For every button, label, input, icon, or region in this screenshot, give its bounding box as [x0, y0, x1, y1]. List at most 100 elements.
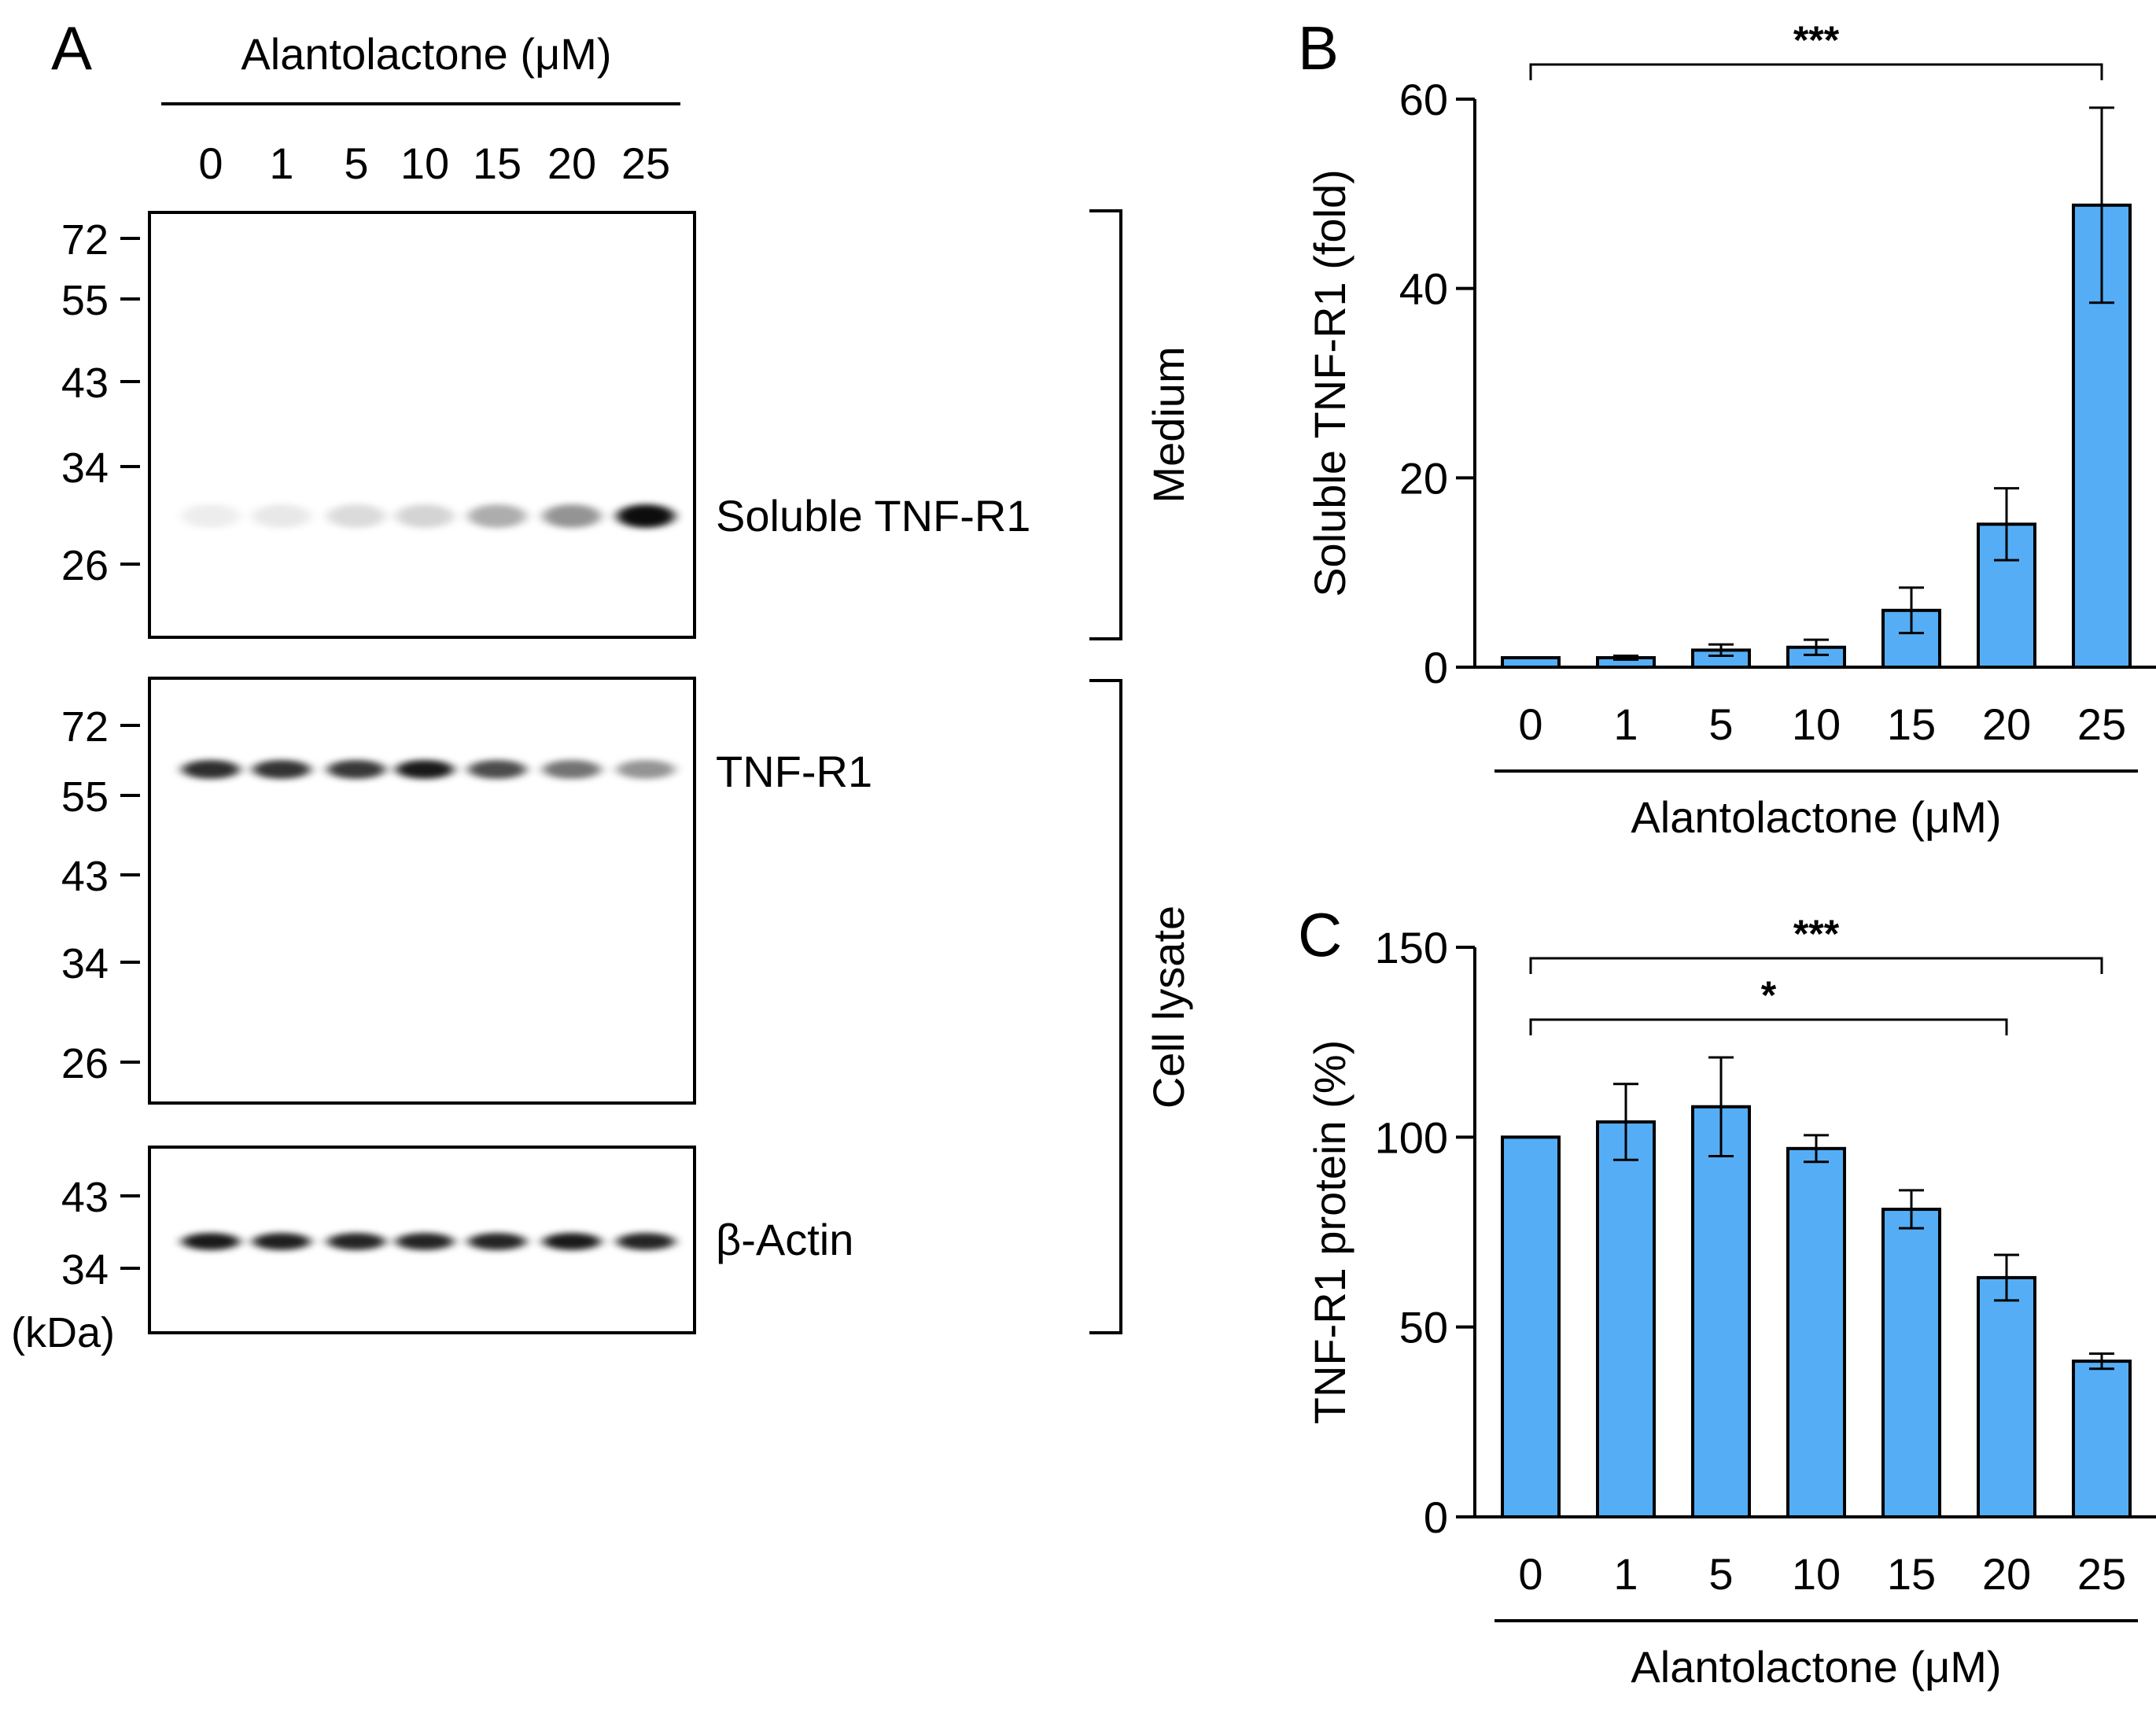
wb-lane-label: 1: [269, 138, 293, 188]
wb-marker-label: 34: [61, 940, 109, 987]
wb-treatment-label: Alantolactone (μM): [241, 29, 611, 79]
wb-marker-label: 26: [61, 1040, 109, 1087]
bar: [2072, 1360, 2132, 1519]
y-tick-label: 60: [1399, 75, 1448, 124]
kda-unit-label: (kDa): [11, 1309, 115, 1356]
wb-band: [252, 1233, 311, 1250]
significance-bracket: [1529, 957, 2103, 974]
x-tick-label: 10: [1792, 1549, 1841, 1599]
wb-marker-label: 72: [61, 703, 109, 751]
wb-marker-label: 55: [61, 277, 109, 324]
western-blot-panel: Alantolactone (μM) 0 1 5 10 15 20 25 725543342…: [11, 29, 1193, 1356]
bracket-medium: [1089, 209, 1122, 640]
x-tick-label: 10: [1792, 699, 1841, 749]
x-tick-label: 1: [1613, 699, 1638, 749]
fraction-label-medium: Medium: [1144, 346, 1193, 503]
wb-marker-label: 55: [61, 773, 109, 821]
wb-band: [543, 760, 601, 779]
y-tick-label: 150: [1375, 923, 1448, 972]
wb-band: [396, 1233, 454, 1250]
y-tick-label: 20: [1399, 453, 1448, 503]
x-axis-label: Alantolactone (μM): [1631, 1642, 2001, 1692]
wb-band: [396, 760, 454, 779]
x-axis-label: Alantolactone (μM): [1631, 792, 2001, 842]
wb-band: [182, 1233, 240, 1250]
wb-band: [543, 504, 601, 528]
wb-lane-label: 5: [344, 138, 368, 188]
wb-band: [327, 760, 385, 779]
wb-molecular-weight-markers: 72 55 43 34 26 72 55 43 34 26 43 34: [61, 216, 140, 1293]
x-tick-label: 15: [1887, 1549, 1936, 1599]
y-axis-label: Soluble TNF-R1 (fold): [1305, 169, 1354, 597]
wb-band: [252, 760, 311, 779]
wb-lane-label: 15: [473, 138, 521, 188]
wb-band: [617, 504, 675, 528]
blot-label-actin: β-Actin: [716, 1215, 853, 1264]
y-tick-label: 40: [1399, 264, 1448, 314]
wb-band: [468, 1233, 526, 1250]
wb-marker-label: 43: [61, 853, 109, 900]
wb-band: [617, 1233, 675, 1250]
blot-lysate-tnfr1: [148, 677, 696, 1105]
bar: [1596, 1120, 1656, 1518]
wb-marker-label: 72: [61, 216, 109, 264]
significance-label: *: [1761, 973, 1777, 1017]
bar: [1501, 1135, 1561, 1519]
wb-band: [468, 760, 526, 779]
y-tick-label: 50: [1399, 1303, 1448, 1352]
x-tick-label: 20: [1982, 1549, 2031, 1599]
bar: [1691, 1105, 1751, 1518]
wb-marker-label: 34: [61, 1246, 109, 1293]
bracket-cell-lysate: [1089, 679, 1122, 1334]
wb-band: [396, 504, 454, 528]
bar: [1501, 655, 1561, 670]
bar: [1977, 1275, 2036, 1519]
y-tick-label: 100: [1375, 1112, 1448, 1162]
x-tick-label: 25: [2077, 699, 2126, 749]
wb-band: [252, 504, 311, 528]
wb-lane-label: 20: [547, 138, 596, 188]
x-tick-label: 15: [1887, 699, 1936, 749]
wb-band: [182, 760, 240, 779]
panel-label-b: B: [1298, 13, 1339, 83]
x-tick-label: 0: [1518, 1549, 1542, 1599]
wb-lane-label: 0: [198, 138, 223, 188]
x-tick-label: 5: [1708, 1549, 1733, 1599]
y-tick-label: 0: [1424, 643, 1448, 692]
x-tick-label: 20: [1982, 699, 2031, 749]
bar: [1881, 1208, 1941, 1519]
wb-marker-label: 43: [61, 360, 109, 407]
wb-marker-label: 26: [61, 542, 109, 589]
wb-band: [617, 760, 675, 779]
wb-band: [182, 504, 240, 528]
significance-label: ***: [1793, 18, 1840, 62]
y-tick-label: 0: [1424, 1492, 1448, 1542]
fraction-label-cell-lysate: Cell lysate: [1144, 906, 1193, 1109]
wb-band: [327, 1233, 385, 1250]
x-tick-label: 5: [1708, 699, 1733, 749]
significance-label: ***: [1793, 912, 1840, 956]
wb-lane-label: 25: [621, 138, 670, 188]
blot-label-soluble-tnfr1: Soluble TNF-R1: [716, 491, 1030, 541]
bar: [1786, 1146, 1846, 1519]
significance-bracket: [1529, 1018, 2008, 1035]
blot-medium: [148, 211, 696, 639]
wb-lane-labels: 0 1 5 10 15 20 25: [198, 138, 670, 188]
x-tick-label: 25: [2077, 1549, 2126, 1599]
y-axis-label: TNF-R1 protein (%): [1305, 1040, 1354, 1425]
panel-label-c: C: [1298, 900, 1342, 969]
x-tick-label: 0: [1518, 699, 1542, 749]
significance-bracket: [1529, 63, 2103, 80]
x-tick-label: 1: [1613, 1549, 1638, 1599]
wb-band: [327, 504, 385, 528]
wb-marker-label: 43: [61, 1174, 109, 1221]
wb-lane-label: 10: [400, 138, 449, 188]
wb-band: [543, 1233, 601, 1250]
blot-label-tnfr1: TNF-R1: [716, 747, 872, 796]
wb-bands: [182, 504, 675, 1250]
wb-band: [468, 504, 526, 528]
wb-marker-label: 34: [61, 445, 109, 492]
